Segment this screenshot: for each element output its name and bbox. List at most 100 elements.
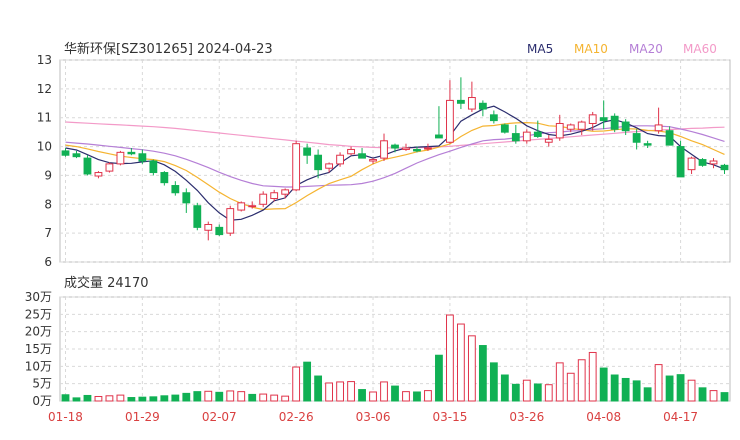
- candle: [248, 201, 257, 209]
- candle-body: [193, 205, 202, 228]
- candle-body: [621, 121, 630, 132]
- volume-bar: [303, 361, 312, 402]
- price-tick-label: 6: [44, 255, 52, 269]
- volume-bar: [380, 381, 388, 402]
- candle: [632, 129, 641, 150]
- candle: [424, 143, 432, 151]
- volume-bar: [500, 374, 509, 402]
- candle: [599, 100, 608, 130]
- candle-body: [226, 208, 235, 234]
- candle: [687, 156, 696, 174]
- candle: [555, 114, 564, 141]
- volume-bar: [489, 362, 498, 402]
- volume-bar: [281, 395, 290, 402]
- volume-bar: [149, 396, 158, 402]
- volume-bar: [347, 381, 355, 402]
- volume-title: 成交量 24170: [64, 275, 149, 291]
- candle: [281, 188, 290, 199]
- candle-body: [467, 97, 476, 110]
- candle: [182, 188, 191, 213]
- volume-bar: [215, 391, 224, 402]
- candle: [533, 120, 542, 138]
- volume-bar: [424, 390, 432, 402]
- candle-body: [413, 148, 421, 152]
- volume-bar: [665, 375, 674, 402]
- candle-body: [215, 226, 224, 236]
- candlesticks: [61, 77, 729, 241]
- candle-body: [577, 121, 586, 130]
- date-tick-label: 03-15: [432, 410, 467, 424]
- volume-bar: [61, 394, 70, 402]
- candle: [193, 202, 202, 231]
- candle: [566, 123, 575, 133]
- volume-tick-label: 5万: [32, 377, 52, 391]
- grid-lines: [59, 59, 731, 402]
- candle: [358, 148, 366, 159]
- legend-ma20: MA20: [629, 42, 663, 56]
- candle: [292, 140, 301, 192]
- volume-bar: [446, 314, 454, 402]
- volume-bar: [369, 391, 377, 402]
- candle-body: [555, 122, 564, 139]
- volume-bar: [413, 391, 421, 402]
- candle-body: [511, 133, 520, 142]
- candle-body: [522, 131, 531, 142]
- candle-body: [446, 99, 454, 143]
- volume-bar: [654, 364, 663, 402]
- candle-body: [500, 124, 509, 133]
- date-tick-label: 04-17: [663, 410, 698, 424]
- candle: [72, 150, 81, 159]
- candle: [314, 149, 323, 179]
- candle-body: [698, 159, 707, 166]
- volume-bar: [687, 379, 696, 402]
- volume-bar: [325, 382, 334, 402]
- candle-body: [61, 150, 70, 156]
- volume-bar: [566, 372, 575, 402]
- candle-body: [676, 146, 685, 178]
- volume-tick-label: 30万: [25, 290, 52, 304]
- candle-body: [127, 151, 136, 155]
- volume-bar: [676, 374, 685, 402]
- candle-body: [610, 115, 619, 130]
- volume-tick-label: 15万: [25, 342, 52, 356]
- volume-bar: [610, 374, 619, 402]
- candle-body: [599, 117, 608, 122]
- candle-body: [116, 151, 125, 165]
- volume-tick-label: 10万: [25, 359, 52, 373]
- date-tick-label: 02-07: [202, 410, 237, 424]
- price-panel-frame: [59, 59, 731, 263]
- candle-body: [171, 185, 180, 194]
- candle: [522, 129, 531, 144]
- volume-bar: [720, 392, 729, 402]
- price-tick-label: 8: [44, 197, 52, 211]
- volume-bars: [61, 314, 729, 402]
- candle-body: [435, 134, 443, 139]
- candle: [654, 107, 663, 134]
- volume-bar: [204, 390, 213, 402]
- date-tick-label: 03-26: [509, 410, 544, 424]
- candle-body: [489, 114, 498, 122]
- volume-bar: [259, 393, 268, 402]
- volume-bar: [248, 393, 257, 402]
- candle: [402, 143, 410, 151]
- candle-body: [358, 153, 366, 159]
- candle: [171, 181, 180, 196]
- candle: [643, 140, 652, 149]
- candle: [380, 133, 388, 161]
- candle: [226, 205, 235, 237]
- candle-body: [259, 193, 268, 205]
- volume-bar: [182, 392, 191, 402]
- volume-bar: [522, 379, 531, 402]
- volume-bar: [116, 394, 125, 402]
- price-tick-label: 11: [37, 111, 52, 125]
- candle: [204, 221, 213, 241]
- candle-body: [424, 147, 432, 150]
- volume-tick-label: 20万: [25, 325, 52, 339]
- volume-bar: [511, 383, 520, 402]
- candle-body: [391, 144, 399, 149]
- candle: [676, 140, 685, 178]
- volume-bar: [555, 362, 564, 402]
- candle: [709, 158, 718, 169]
- legend-ma10: MA10: [574, 42, 608, 56]
